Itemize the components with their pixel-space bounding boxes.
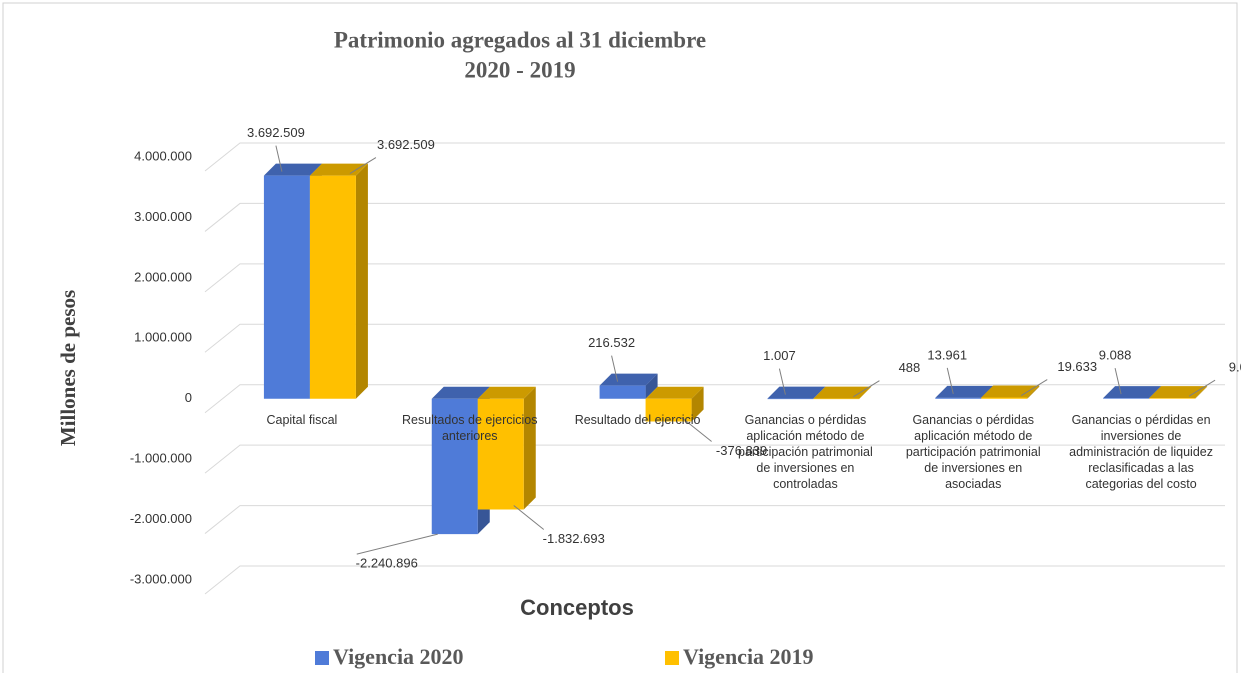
legend-swatch (665, 651, 679, 665)
leader-line (778, 368, 786, 395)
bar-top (477, 386, 536, 399)
legend-label: Vigencia 2020 (333, 644, 464, 669)
y-tick-label: 4.000.000 (134, 148, 192, 163)
y-tick-label: -2.000.000 (130, 511, 192, 526)
x-tick-label: Ganancias o pérdidas aplicación método d… (905, 413, 1041, 491)
bar-top (645, 386, 704, 399)
value-label: -376.839 (716, 443, 767, 458)
bar-top (263, 163, 322, 176)
bar-top (1149, 386, 1208, 399)
bar (645, 386, 704, 422)
bar (477, 386, 536, 510)
bar-top (309, 163, 368, 176)
bar-front (431, 398, 478, 535)
y-tick-label: 0 (185, 390, 192, 405)
bar-top (935, 385, 994, 398)
bar-top (599, 373, 658, 386)
x-tick-label: Ganancias o pérdidas en inversiones de a… (1069, 413, 1213, 491)
bar-side (355, 163, 368, 399)
leader-line (356, 533, 438, 555)
value-label: 19.633 (1057, 359, 1097, 374)
chart-title: Patrimonio agregados al 31 diciembre (334, 27, 706, 52)
bar-side (645, 373, 658, 399)
x-tick-label: Capital fiscal (266, 413, 338, 427)
bar (813, 386, 872, 400)
y-tick-label: 3.000.000 (134, 209, 192, 224)
bar-top (431, 386, 490, 399)
grid-line (204, 142, 1225, 172)
value-label: 1.007 (763, 348, 796, 363)
bar-front (813, 398, 860, 400)
bar-front (767, 398, 814, 400)
bar (981, 385, 1040, 399)
value-label: 9.088 (1229, 360, 1241, 375)
x-tick-label: Resultados de ejercicios anteriores (402, 413, 538, 443)
leader-line (1114, 368, 1122, 395)
y-tick-label: 2.000.000 (134, 269, 192, 284)
value-label: 13.961 (927, 347, 967, 362)
leader-line (946, 367, 954, 394)
bar-top (767, 386, 826, 399)
value-label: 3.692.509 (377, 137, 435, 152)
leader-line (349, 157, 377, 175)
bar-front (1103, 398, 1150, 399)
leader-line (1020, 379, 1048, 396)
leader-line (681, 417, 712, 442)
bar-front (935, 397, 982, 399)
y-axis-label: Millones de pesos (56, 290, 80, 446)
bar-side (1195, 386, 1208, 399)
leader-line (611, 355, 619, 382)
bar-top (981, 385, 1040, 398)
bar-front (263, 175, 310, 399)
bar-front (981, 397, 1028, 399)
grid-line (204, 384, 1225, 414)
value-label: 488 (899, 360, 921, 375)
grid-line (204, 444, 1225, 474)
bar-side (859, 386, 872, 399)
x-axis-label: Conceptos (520, 595, 634, 620)
value-label: 9.088 (1099, 348, 1132, 363)
leader-line (853, 380, 880, 398)
bar-front (477, 398, 524, 510)
legend-swatch (315, 651, 329, 665)
y-tick-label: -1.000.000 (130, 451, 192, 466)
leader-line (513, 505, 545, 530)
legend-label: Vigencia 2019 (683, 644, 814, 669)
x-tick-label: Ganancias o pérdidas aplicación método d… (738, 413, 873, 491)
bar-side (1027, 385, 1040, 399)
value-label: 216.532 (588, 335, 635, 350)
bar (599, 373, 658, 399)
bar-top (813, 386, 872, 399)
bar-side (523, 386, 536, 510)
bar-front (309, 175, 356, 399)
grid-line (204, 505, 1225, 534)
x-tick-label: Resultado del ejercicio (574, 413, 701, 427)
grid-line (204, 565, 1225, 595)
bar-side (691, 386, 704, 422)
bar-front (1149, 398, 1196, 399)
y-tick-label: 1.000.000 (134, 330, 192, 345)
value-label: -2.240.896 (356, 556, 418, 571)
bar (1149, 386, 1208, 399)
grid-line (204, 202, 1225, 232)
grid-line (204, 263, 1225, 293)
bar-front (599, 385, 646, 399)
bar-front (645, 398, 692, 422)
y-tick-label: -3.000.000 (130, 571, 192, 586)
bar-top (1103, 386, 1162, 399)
value-label: 3.692.509 (247, 125, 305, 140)
grid-line (204, 323, 1225, 353)
bar (309, 163, 368, 399)
leader-line (275, 145, 283, 172)
value-label: -1.832.693 (543, 531, 605, 546)
chart-subtitle: 2020 - 2019 (464, 57, 575, 82)
leader-line (1188, 379, 1216, 397)
